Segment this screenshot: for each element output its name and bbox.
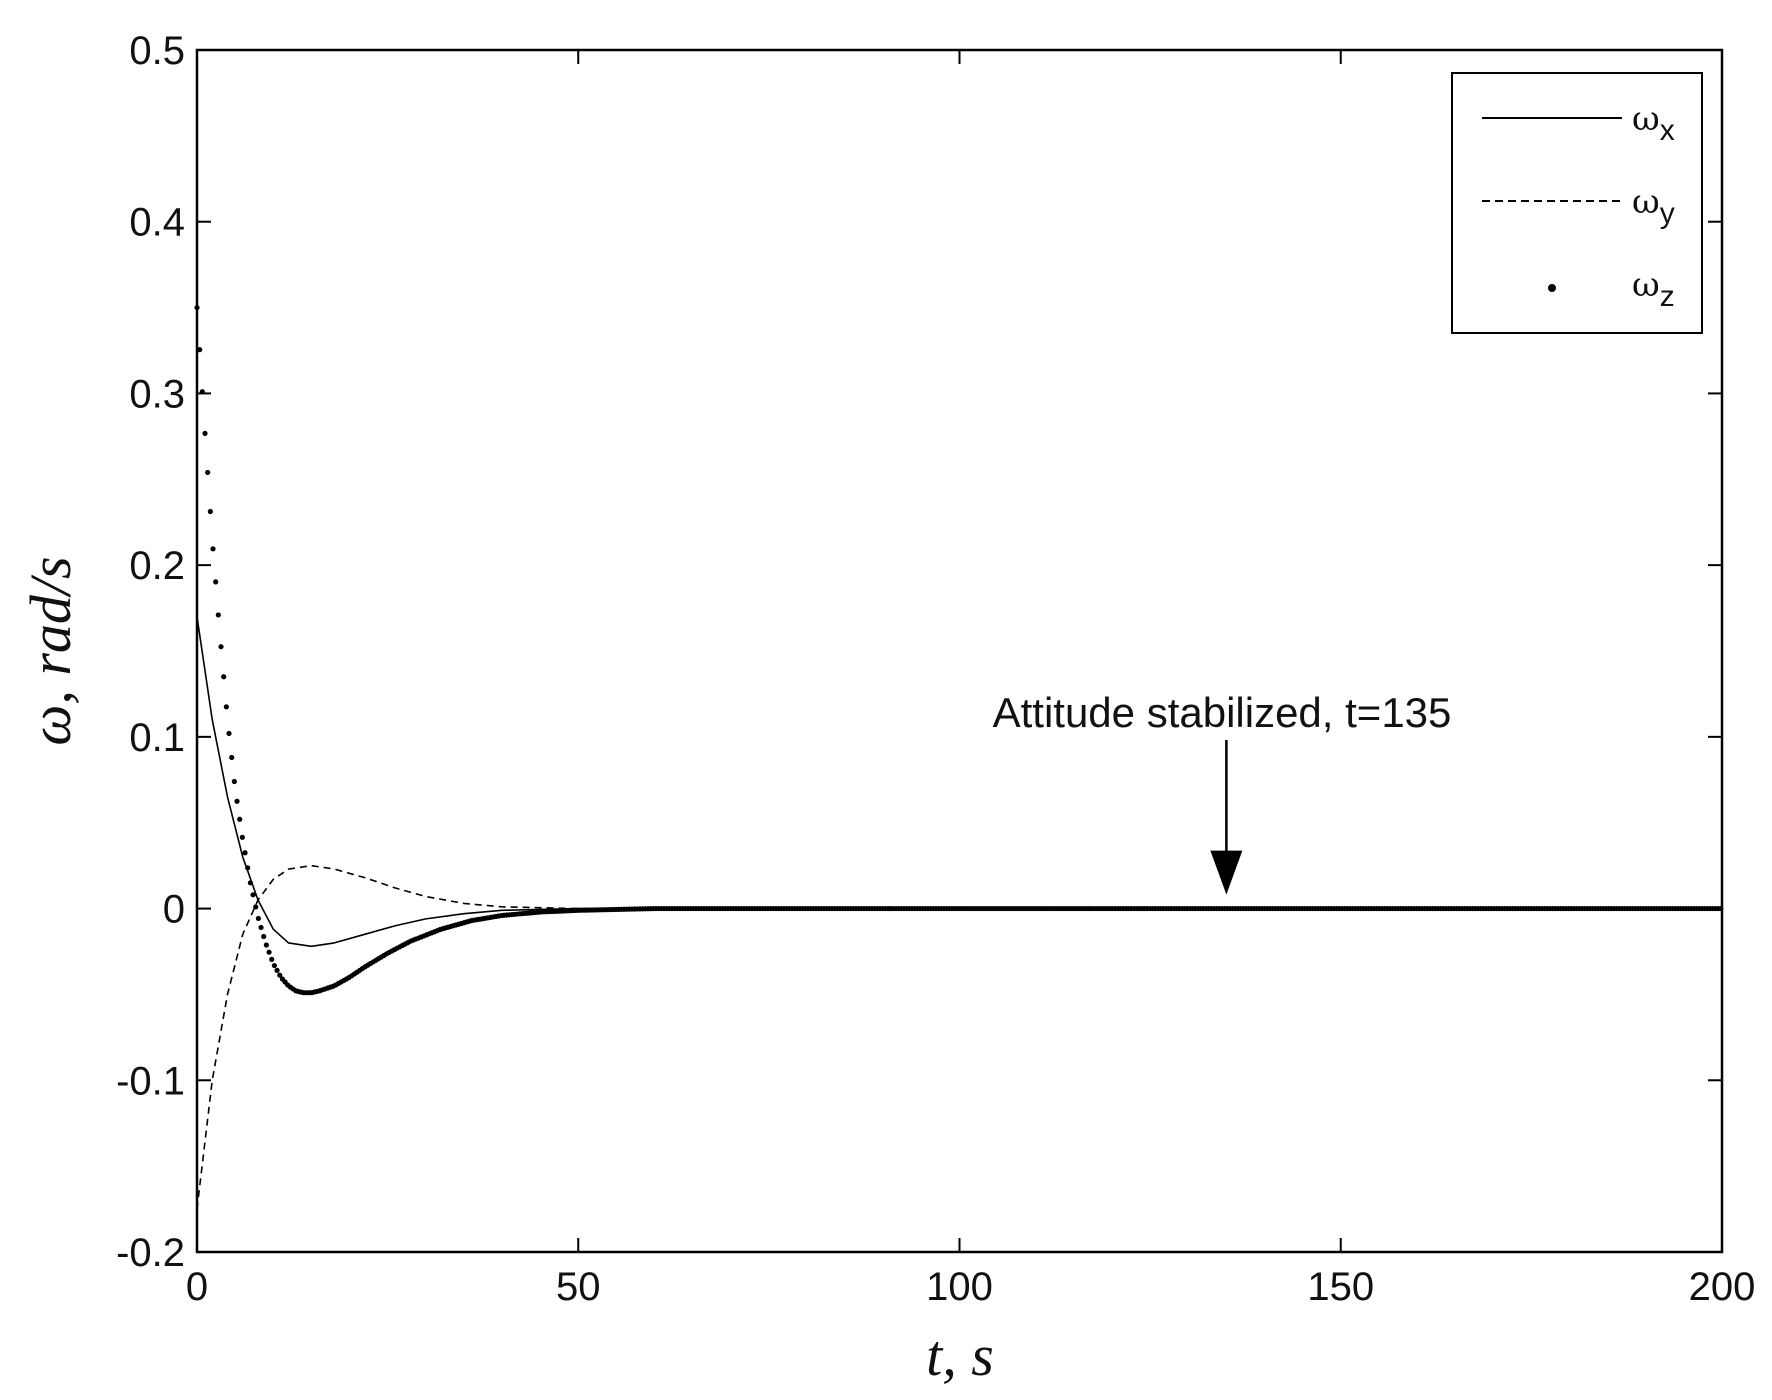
- x-tick-label: 50: [556, 1265, 601, 1309]
- series-dotted: [194, 304, 1724, 996]
- series-point: [205, 469, 211, 476]
- series-point: [210, 546, 216, 552]
- series-point: [202, 430, 208, 436]
- series-point: [226, 730, 232, 737]
- series-point: [237, 816, 243, 822]
- x-ticks: 0 50 100 150 200: [186, 50, 1756, 1309]
- series-point: [258, 924, 264, 931]
- series-point: [269, 956, 275, 962]
- series-point: [263, 942, 269, 948]
- series-point: [245, 865, 251, 871]
- series-point: [261, 933, 267, 940]
- y-axis-label: ω, rad/s: [18, 556, 83, 745]
- x-tick-label: 0: [186, 1265, 208, 1309]
- series-point: [271, 962, 277, 969]
- series-point: [255, 915, 261, 922]
- series-point: [266, 949, 272, 955]
- series-point: [247, 880, 253, 886]
- series-point: [242, 850, 248, 856]
- y-tick-label: -0.2: [116, 1231, 185, 1275]
- series-point: [207, 508, 213, 515]
- series-point: [197, 347, 203, 353]
- y-tick-label: 0.2: [129, 544, 185, 588]
- series-point: [231, 778, 237, 785]
- y-tick-label: 0.3: [129, 372, 185, 416]
- legend-label-1: ωy: [1632, 182, 1675, 230]
- annotation: Attitude stabilized, t=135: [993, 689, 1452, 895]
- series-point: [234, 798, 240, 804]
- legend-swatch-2: [1548, 284, 1556, 292]
- legend: ωx ωy ωz: [1451, 72, 1703, 334]
- series-point: [199, 389, 205, 395]
- series-point: [218, 644, 224, 650]
- series-point: [277, 972, 283, 978]
- series-layer: [194, 304, 1724, 1210]
- y-ticks: -0.2 -0.1 0 0.1 0.2 0.3 0.4 0.5: [116, 29, 1722, 1275]
- series-point: [274, 967, 280, 973]
- y-tick-label: 0: [163, 888, 185, 932]
- series-point: [223, 704, 229, 710]
- series-point: [253, 904, 259, 910]
- y-tick-label: 0.1: [129, 716, 185, 760]
- series-point: [229, 754, 235, 761]
- series-point: [221, 674, 227, 680]
- annotation-text: Attitude stabilized, t=135: [993, 689, 1452, 736]
- x-tick-label: 200: [1689, 1265, 1756, 1309]
- series-point: [194, 304, 200, 311]
- x-tick-label: 150: [1307, 1265, 1374, 1309]
- series-point: [213, 579, 219, 585]
- annotation-arrow-head: [1210, 850, 1243, 895]
- series-solid-line: [196, 616, 1722, 948]
- series-point: [215, 612, 221, 618]
- x-tick-label: 100: [926, 1265, 993, 1309]
- series-point: [239, 834, 245, 840]
- x-axis-label: t, s: [926, 1323, 994, 1388]
- legend-label-0: ωx: [1632, 99, 1675, 147]
- y-tick-label: 0.5: [129, 29, 185, 73]
- y-tick-label: 0.4: [129, 201, 185, 245]
- legend-box: [1451, 72, 1703, 334]
- series-dashed-line: [196, 864, 1722, 1210]
- legend-label-2: ωz: [1632, 265, 1675, 313]
- series-point: [1718, 905, 1724, 912]
- y-tick-label: -0.1: [116, 1059, 185, 1103]
- series-point: [250, 892, 256, 898]
